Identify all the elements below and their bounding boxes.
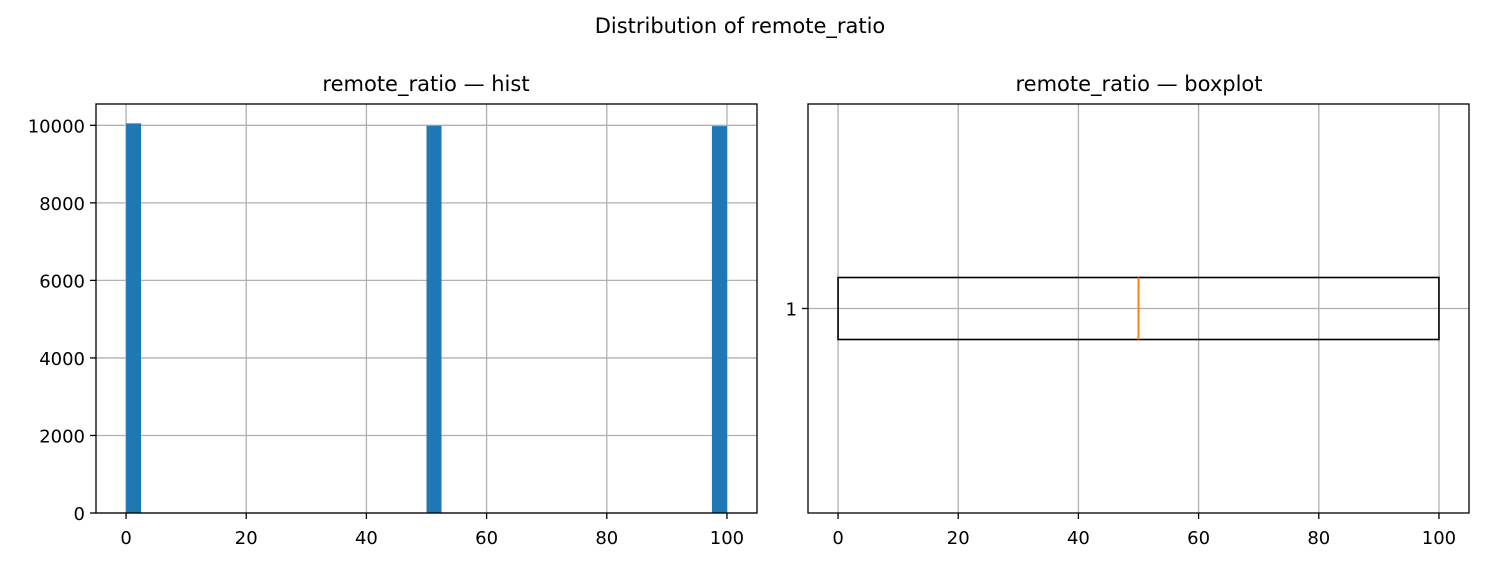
boxplot-x-tick-label: 100 <box>1422 528 1456 549</box>
histogram-y-tick-label: 0 <box>74 504 85 525</box>
histogram-x-tick-label: 0 <box>120 528 131 549</box>
boxplot-y-ticks: 1 <box>786 300 808 321</box>
histogram-title: remote_ratio — hist <box>322 72 529 97</box>
boxplot-body <box>837 276 1440 341</box>
histogram-y-tick-label: 4000 <box>39 349 85 370</box>
boxplot-x-tick-label: 20 <box>947 528 970 549</box>
histogram-x-tick-label: 60 <box>475 528 498 549</box>
histogram-y-tick-label: 2000 <box>39 426 85 447</box>
histogram-panel: remote_ratio — hist 0 20 40 60 80 100 0 2000 40… <box>28 72 758 549</box>
histogram-x-ticks: 0 20 40 60 80 100 <box>120 513 744 549</box>
boxplot-grid <box>808 104 1469 513</box>
boxplot-x-tick-label: 80 <box>1307 528 1330 549</box>
histogram-y-tick-label: 10000 <box>28 116 85 137</box>
histogram-x-tick-label: 20 <box>235 528 258 549</box>
histogram-y-tick-label: 8000 <box>39 194 85 215</box>
boxplot-title: remote_ratio — boxplot <box>1015 72 1262 97</box>
boxplot-x-tick-label: 40 <box>1067 528 1090 549</box>
histogram-y-tick-label: 6000 <box>39 271 85 292</box>
histogram-bar <box>426 125 442 513</box>
histogram-bar <box>711 126 727 514</box>
histogram-y-ticks: 0 2000 4000 6000 8000 10000 <box>28 116 96 525</box>
boxplot-x-ticks: 0 20 40 60 80 100 <box>832 513 1456 549</box>
histogram-x-tick-label: 80 <box>595 528 618 549</box>
boxplot-y-tick-label: 1 <box>786 300 797 321</box>
histogram-bars <box>126 123 727 514</box>
boxplot-panel: remote_ratio — boxplot 0 20 40 60 80 100 1 <box>786 72 1470 549</box>
boxplot-x-tick-label: 0 <box>832 528 843 549</box>
histogram-x-tick-label: 100 <box>710 528 744 549</box>
boxplot-x-tick-label: 60 <box>1187 528 1210 549</box>
histogram-bar <box>126 123 142 514</box>
histogram-axes-frame <box>95 103 758 514</box>
histogram-x-tick-label: 40 <box>355 528 378 549</box>
figure-suptitle: Distribution of remote_ratio <box>595 14 886 39</box>
